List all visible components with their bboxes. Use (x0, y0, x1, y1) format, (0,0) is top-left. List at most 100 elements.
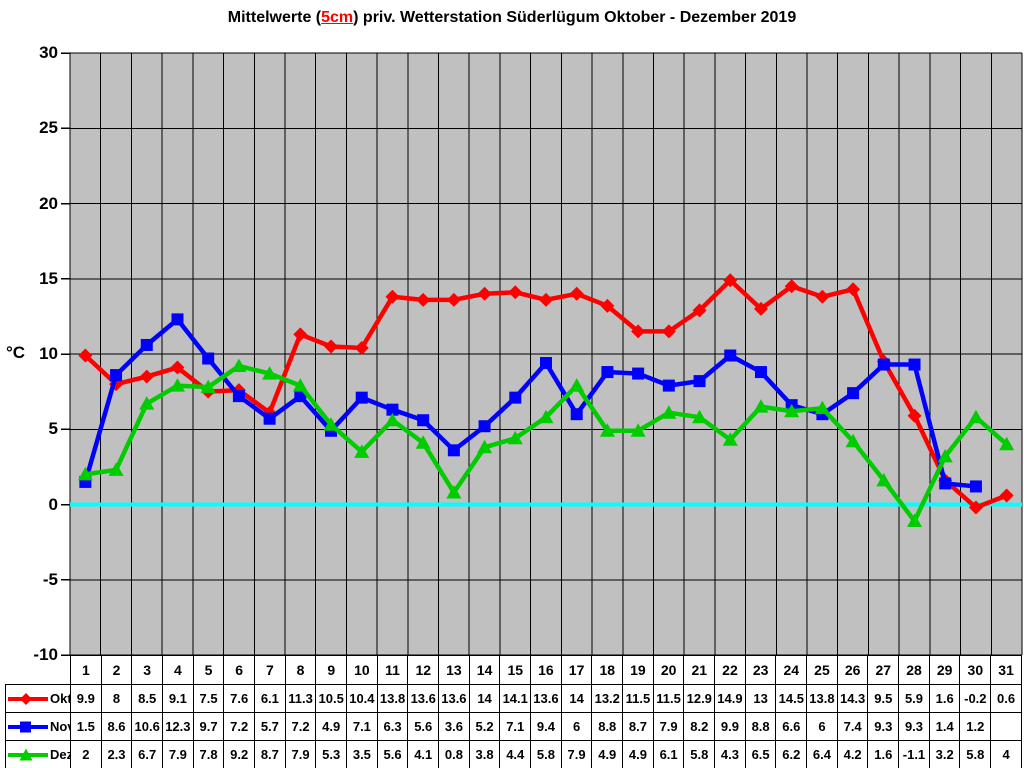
table-cell: 5.8 (683, 740, 716, 768)
table-cell: 6.7 (131, 740, 164, 768)
nov-marker (417, 414, 430, 427)
table-cell: 12.3 (162, 712, 194, 741)
table-cell: 8.7 (254, 740, 286, 768)
day-header: 7 (254, 655, 286, 685)
table-cell: 0.8 (438, 740, 470, 768)
dez-marker (692, 409, 708, 424)
dez-marker (446, 484, 462, 499)
day-header: 20 (652, 655, 685, 685)
dez-marker (354, 444, 370, 458)
dez-marker (784, 403, 800, 418)
table-cell: 14.1 (499, 684, 532, 713)
table-cell: 13.6 (438, 684, 470, 713)
nov-marker (263, 412, 276, 425)
dez-marker (477, 439, 493, 454)
nov-marker (202, 352, 215, 365)
nov-marker (662, 379, 675, 392)
table-cell: 1.2 (959, 712, 992, 741)
table-cell: 7.1 (499, 712, 532, 741)
dez-marker (292, 378, 308, 392)
nov-marker (693, 375, 706, 388)
okt-marker (416, 292, 431, 307)
day-header: 18 (591, 655, 624, 685)
table-cell: 10.6 (131, 712, 164, 741)
table-cell: 1.5 (70, 712, 102, 741)
table-cell: 11.5 (652, 684, 685, 713)
table-cell: 14.9 (714, 684, 746, 713)
table-cell: 3.8 (468, 740, 501, 768)
table-cell: 13.8 (806, 684, 838, 713)
table-cell (990, 712, 1022, 741)
table-cell: 7.9 (652, 712, 685, 741)
dez-marker (814, 400, 830, 415)
legend-entry: Okt (7, 691, 71, 707)
dez-marker (999, 436, 1015, 451)
table-cell: 7.8 (192, 740, 225, 768)
day-header: 1 (70, 655, 102, 685)
dez-marker (722, 432, 738, 446)
table-cell: 6.1 (652, 740, 685, 768)
dez-marker (169, 378, 185, 392)
table-cell: 4.3 (714, 740, 746, 768)
table-cell: 4.9 (622, 740, 654, 768)
y-axis-tick-label: 25 (39, 118, 58, 138)
day-header: 22 (714, 655, 746, 685)
table-cell: 14.3 (836, 684, 869, 713)
day-header: 24 (775, 655, 808, 685)
y-axis-tick-label: 20 (39, 193, 58, 213)
nov-legend-icon (8, 721, 48, 732)
table-cell: 13.8 (376, 684, 409, 713)
table-cell: 3.5 (346, 740, 378, 768)
table-row-nov: Nov1.58.610.612.39.77.25.77.24.97.16.35.… (5, 712, 1022, 741)
nov-marker (570, 408, 583, 421)
day-header: 5 (192, 655, 225, 685)
table-cell: 6.1 (254, 684, 286, 713)
table-cell: 7.4 (836, 712, 869, 741)
day-header: 25 (806, 655, 838, 685)
nov-marker (601, 366, 614, 379)
table-cell: 9.9 (714, 712, 746, 741)
nov-marker (386, 403, 399, 416)
chart-title-highlight: 5cm (321, 9, 354, 26)
table-cell: 8.2 (683, 712, 716, 741)
day-header: 28 (898, 655, 930, 685)
table-cell: 1.6 (928, 684, 961, 713)
day-header: 6 (223, 655, 256, 685)
table-cell: 8.8 (591, 712, 624, 741)
dez-marker (231, 358, 247, 373)
table-cell: 13.2 (591, 684, 624, 713)
table-cell: 6.5 (744, 740, 777, 768)
legend-label-okt: Okt (50, 691, 71, 706)
legend-entry: Nov (7, 719, 70, 735)
table-cell: 7.9 (560, 740, 593, 768)
dez-marker (415, 435, 431, 449)
day-header: 30 (959, 655, 992, 685)
table-cell: 3.2 (928, 740, 961, 768)
table-cell: 13.6 (407, 684, 440, 713)
chart-title: Mittelwerte (5cm) priv. Wetterstation Sü… (0, 9, 1024, 27)
table-cell: 2 (70, 740, 102, 768)
legend-cell-dez: Dez (5, 740, 71, 768)
nov-marker (847, 387, 860, 400)
table-cell: 3.6 (438, 712, 470, 741)
day-header: 10 (346, 655, 378, 685)
legend-cell-okt: Okt (5, 684, 71, 713)
table-row-dez: Dez22.36.77.97.89.28.77.95.33.55.64.10.8… (5, 740, 1022, 768)
table-cell: 9.4 (530, 712, 562, 741)
okt-marker (907, 408, 922, 423)
dez-marker (630, 423, 646, 437)
day-header: 12 (407, 655, 440, 685)
nov-marker (447, 444, 460, 457)
table-cell: 6.4 (806, 740, 838, 768)
table-cell: 8.6 (100, 712, 133, 741)
table-cell: 4.1 (407, 740, 440, 768)
table-cell: -0.2 (959, 684, 992, 713)
okt-marker (539, 292, 553, 307)
dez-marker (937, 448, 953, 463)
table-cell: 13 (744, 684, 777, 713)
table-cell: 12.9 (683, 684, 716, 713)
day-header: 4 (162, 655, 194, 685)
table-cell: 6.6 (775, 712, 808, 741)
table-cell: 5.6 (376, 740, 409, 768)
